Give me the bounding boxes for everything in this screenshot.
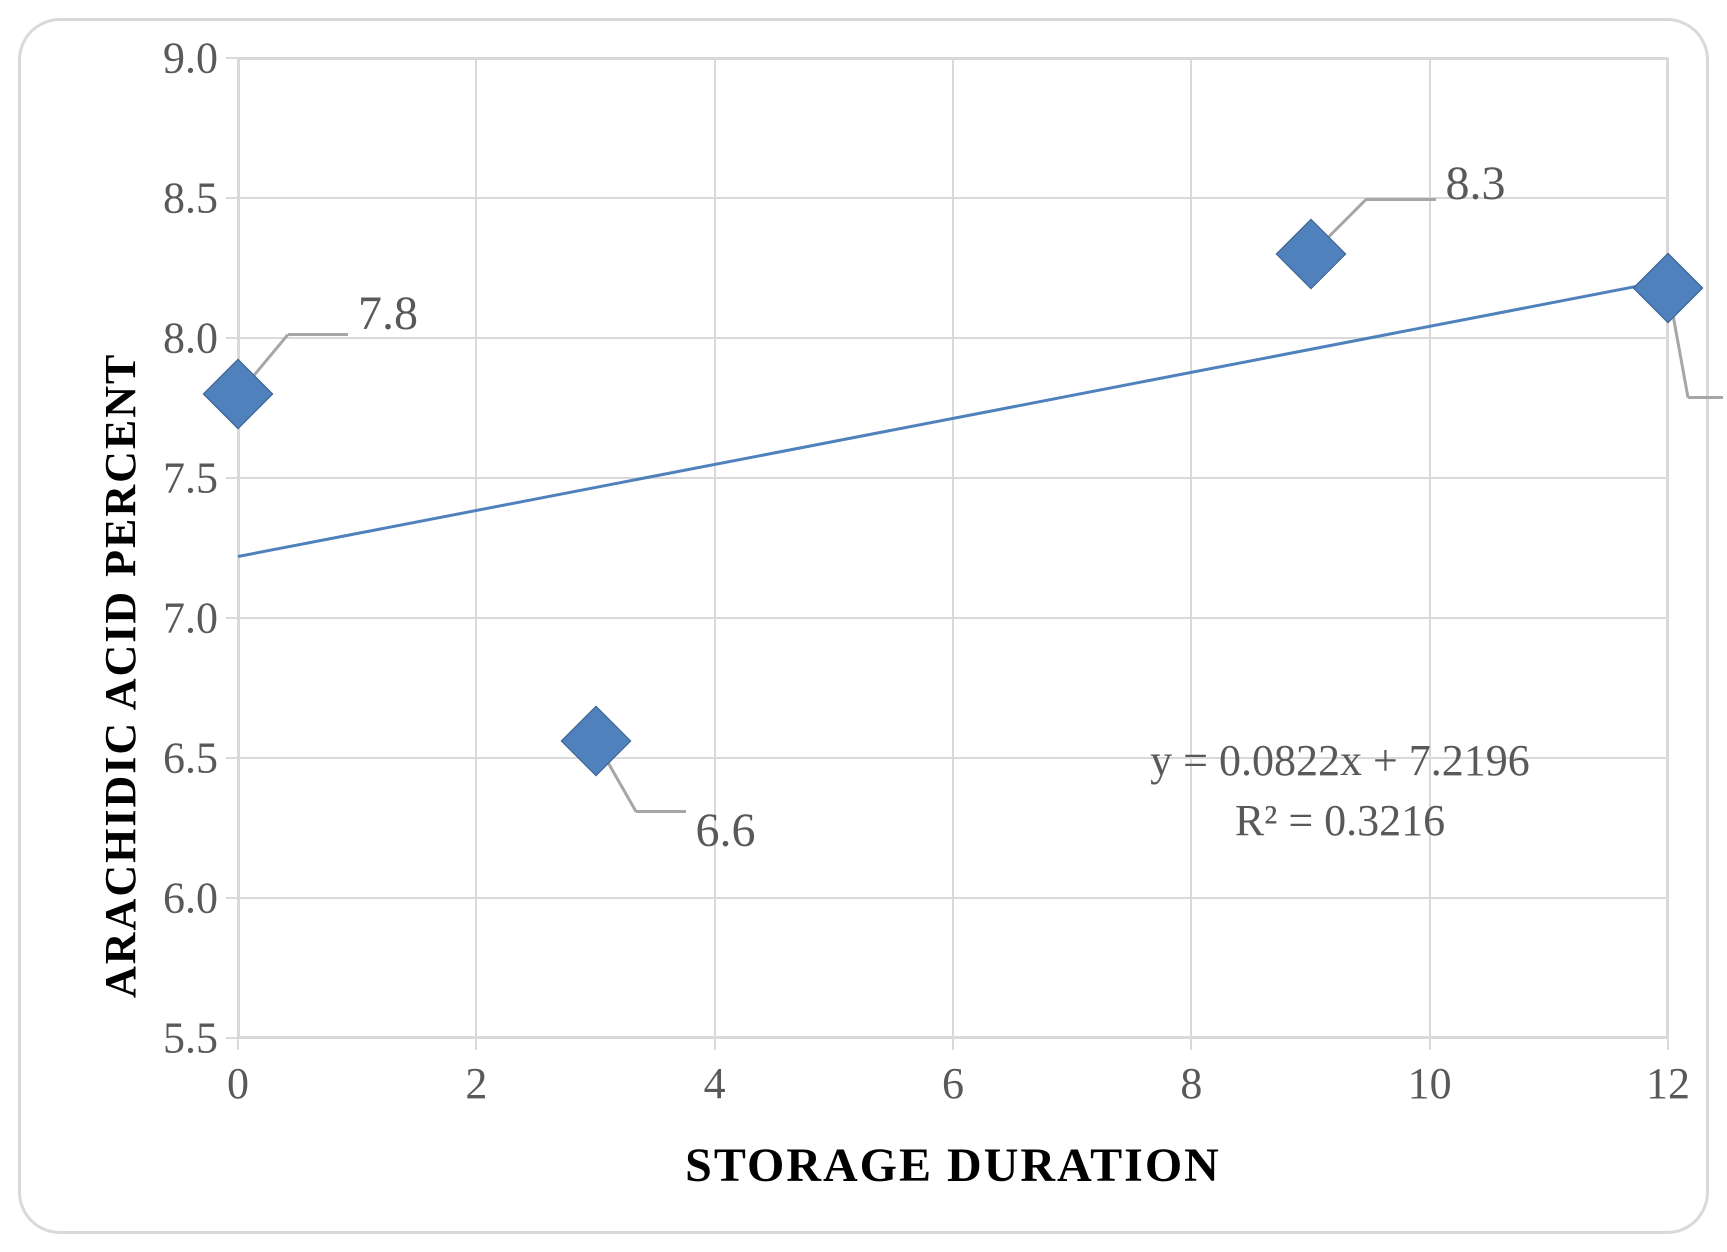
x-tick-label: 6 [913, 1058, 993, 1109]
gridline-horizontal [238, 897, 1668, 899]
x-tick-label: 0 [198, 1058, 278, 1109]
data-label-leader [636, 810, 686, 813]
x-tick-mark [1667, 1038, 1669, 1050]
y-tick-mark [226, 617, 238, 619]
gridline-horizontal [238, 617, 1668, 619]
x-tick-label: 8 [1151, 1058, 1231, 1109]
data-label: 6.6 [696, 803, 756, 858]
y-tick-mark [226, 477, 238, 479]
y-tick-mark [226, 337, 238, 339]
x-tick-mark [1429, 1038, 1431, 1050]
gridline-vertical [1429, 58, 1431, 1038]
y-tick-mark [226, 57, 238, 59]
data-label-leader [288, 333, 348, 336]
y-tick-mark [226, 757, 238, 759]
x-tick-label: 2 [436, 1058, 516, 1109]
gridline-vertical [237, 58, 239, 1038]
x-tick-mark [1190, 1038, 1192, 1050]
trendline-r2: R² = 0.3216 [1235, 795, 1445, 846]
x-tick-mark [714, 1038, 716, 1050]
gridline-horizontal [238, 57, 1668, 59]
gridline-vertical [475, 58, 477, 1038]
data-label: 8.3 [1446, 156, 1506, 211]
y-tick-mark [226, 197, 238, 199]
data-label: 7.8 [358, 286, 418, 341]
x-tick-mark [952, 1038, 954, 1050]
y-tick-label: 5.5 [128, 1013, 218, 1064]
gridline-vertical [1667, 58, 1669, 1038]
x-tick-label: 12 [1628, 1058, 1708, 1109]
x-tick-label: 4 [675, 1058, 755, 1109]
y-tick-label: 8.5 [128, 173, 218, 224]
gridline-horizontal [238, 477, 1668, 479]
y-axis-title: ARACHIDIC ACID PERCENT [95, 353, 146, 998]
gridline-horizontal [238, 337, 1668, 339]
y-tick-mark [226, 897, 238, 899]
x-tick-mark [237, 1038, 239, 1050]
gridline-vertical [952, 58, 954, 1038]
data-label-leader [1366, 198, 1436, 201]
gridline-vertical [714, 58, 716, 1038]
y-tick-label: 9.0 [128, 33, 218, 84]
x-tick-label: 10 [1390, 1058, 1470, 1109]
gridline-vertical [1190, 58, 1192, 1038]
x-tick-mark [475, 1038, 477, 1050]
data-label-leader [1688, 396, 1723, 399]
x-axis-title: STORAGE DURATION [685, 1138, 1221, 1193]
trendline-equation: y = 0.0822x + 7.2196 [1150, 735, 1530, 786]
